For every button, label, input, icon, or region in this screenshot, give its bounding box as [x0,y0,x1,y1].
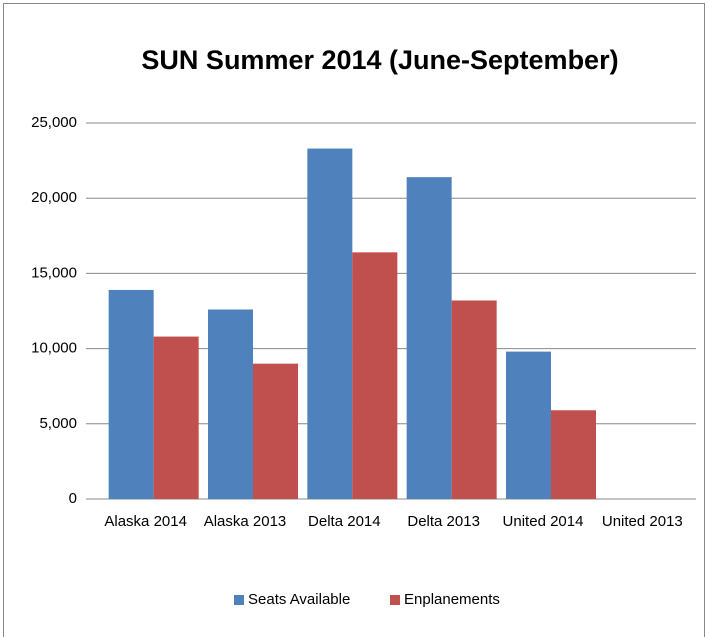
legend-swatch [390,595,400,605]
bar [451,300,497,499]
legend-label: Enplanements [404,591,500,608]
bar [253,363,298,499]
x-tick-label: United 2014 [503,513,584,530]
y-tick-label: 10,000 [31,340,77,357]
bar [506,351,551,499]
y-tick-label: 20,000 [31,189,77,206]
x-tick-label: United 2013 [602,513,683,530]
y-tick-label: 15,000 [31,264,77,281]
bar [406,177,452,500]
chart-title: SUN Summer 2014 (June-September) [141,45,618,75]
x-tick-label: Alaska 2013 [204,513,287,530]
legend-swatch [234,595,244,605]
bar [352,252,398,499]
y-tick-label: 5,000 [39,415,77,432]
bar [551,410,596,499]
y-tick-label: 25,000 [31,114,77,131]
bar [153,336,199,499]
legend-label: Seats Available [248,591,350,608]
bar [307,148,353,499]
x-tick-label: Alaska 2014 [104,513,187,530]
x-tick-label: Delta 2013 [407,513,480,530]
bar [108,289,154,499]
y-tick-label: 0 [69,490,77,507]
x-tick-label: Delta 2014 [308,513,381,530]
bar [208,309,253,499]
